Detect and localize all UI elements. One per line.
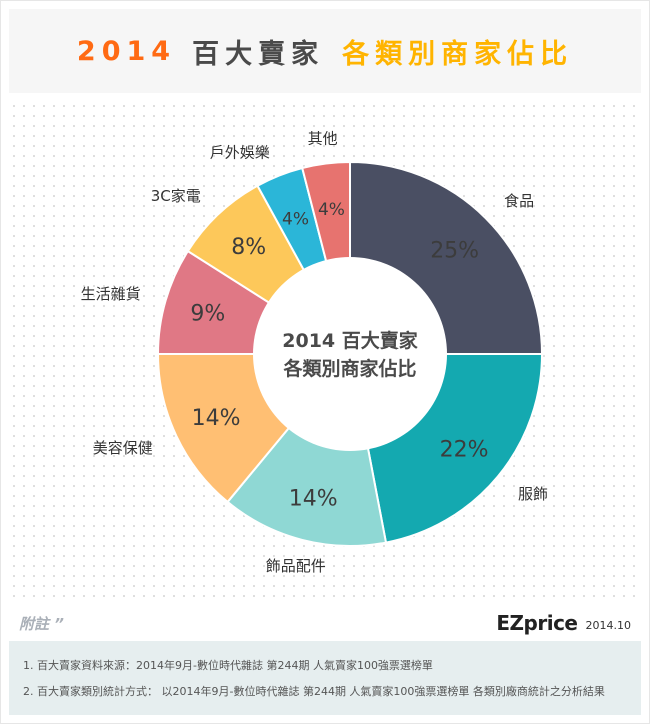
chart-area: 25% 食品 22% 服飾 14% 飾品配件 14% 美容保健 9% 生活雜貨 8% 3C家電 4% 戶外… — [9, 101, 641, 597]
data-label: 9% — [190, 302, 225, 327]
footnote: 2. 百大賣家類別統計方式： 以2014年9月-數位時代雜誌 第244期 人氣賣… — [23, 685, 605, 698]
category-label: 美容保健 — [93, 439, 153, 457]
category-label: 食品 — [504, 192, 534, 210]
donut-chart: 25% 食品 22% 服飾 14% 飾品配件 14% 美容保健 9% 生活雜貨 8% 3C家電 4% 戶外… — [81, 130, 548, 575]
brand: EZprice 2014.10 — [496, 611, 631, 635]
footnote: 1. 百大賣家資料來源：2014年9月-數位時代雜誌 第244期 人氣賣家100… — [23, 659, 433, 672]
note-heading: 附註 ” — [19, 613, 64, 634]
ezprice-logo: EZprice — [496, 611, 578, 635]
title-part1: 百大賣家 — [192, 38, 325, 70]
data-label: 4% — [318, 200, 345, 220]
title-year: 2014 — [76, 35, 177, 67]
category-label: 服飾 — [518, 485, 548, 503]
date: 2014.10 — [585, 619, 632, 632]
category-label: 3C家電 — [151, 187, 201, 205]
data-label: 8% — [231, 235, 266, 260]
title-part2: 各類別商家佔比 — [342, 38, 574, 70]
donut-hole — [253, 257, 447, 451]
quote-mark: ” — [54, 615, 64, 633]
data-label: 22% — [440, 437, 489, 462]
data-label: 4% — [282, 209, 309, 229]
title-banner: 2014 百大賣家 各類別商家佔比 — [9, 9, 641, 93]
category-label: 戶外娛樂 — [210, 143, 270, 161]
data-label: 14% — [192, 406, 241, 431]
data-label: 25% — [430, 238, 479, 263]
center-label-line1: 2014 百大賣家 — [282, 329, 418, 352]
category-label: 生活雜貨 — [81, 285, 141, 303]
center-label-line2: 各類別商家佔比 — [282, 357, 416, 380]
footnotes: 1. 百大賣家資料來源：2014年9月-數位時代雜誌 第244期 人氣賣家100… — [9, 641, 641, 715]
note-label: 附註 — [19, 615, 50, 633]
footer: 附註 ” EZprice 2014.10 1. 百大賣家資料來源：2014年9月… — [1, 601, 649, 723]
data-label: 14% — [289, 486, 338, 511]
category-label: 其他 — [308, 130, 338, 148]
category-label: 飾品配件 — [266, 557, 326, 575]
